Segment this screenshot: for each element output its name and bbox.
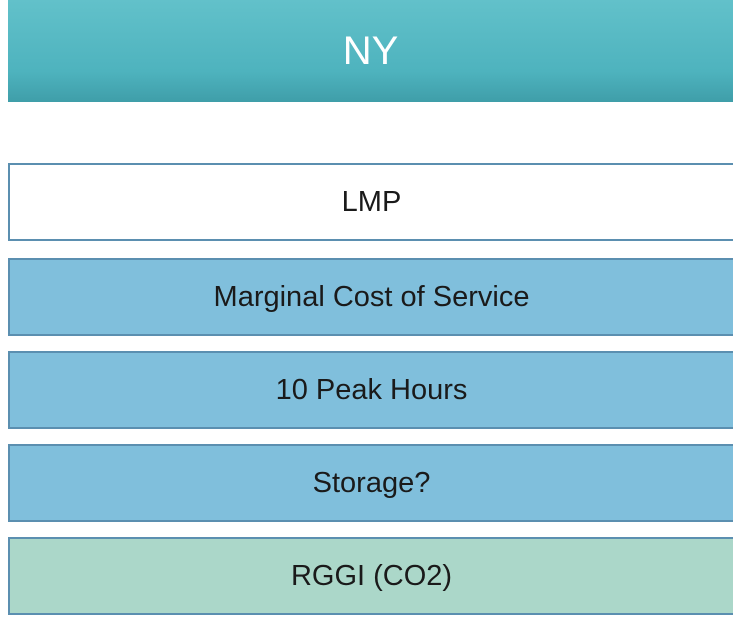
header-title: NY — [8, 0, 733, 102]
item-box: Marginal Cost of Service — [8, 258, 733, 336]
item-box: RGGI (CO2) — [8, 537, 733, 615]
item-box: LMP — [8, 163, 733, 241]
item-box: Storage? — [8, 444, 733, 522]
item-box: 10 Peak Hours — [8, 351, 733, 429]
